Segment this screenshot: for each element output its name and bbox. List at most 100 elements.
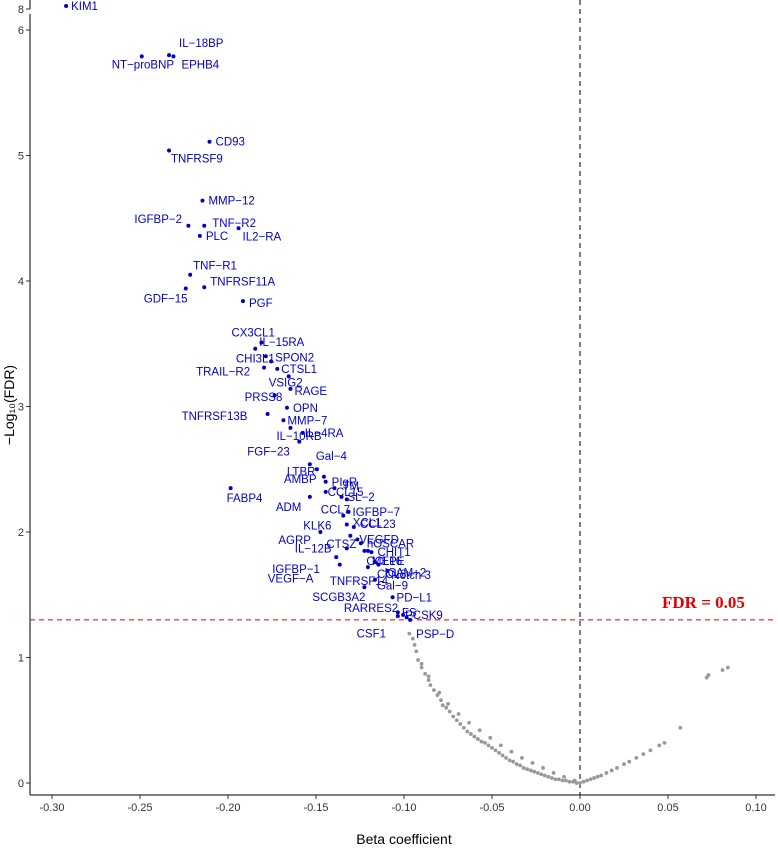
nonsignificant-point (549, 776, 554, 780)
nonsignificant-point (585, 778, 589, 783)
significant-point (202, 223, 207, 228)
nonsignificant-point (483, 740, 487, 745)
y-tick-label: 0 (18, 778, 24, 790)
point-label: RAGE (294, 386, 327, 398)
data-points (64, 4, 730, 785)
point-label: KLK6 (303, 521, 331, 533)
significant-point (332, 486, 337, 491)
significant-point (344, 522, 349, 527)
nonsignificant-point (477, 728, 482, 733)
nonsignificant-point (456, 712, 461, 716)
point-label: VEGF−A (268, 574, 314, 586)
x-axis-title: Beta coefficient (356, 831, 452, 847)
significant-point (284, 405, 289, 410)
point-label: PCSK9 (405, 610, 443, 622)
y-axis-title: −Log₁₀(FDR) (1, 365, 17, 445)
point-label: IGFBP−1 (272, 564, 320, 576)
point-label: CD93 (216, 137, 245, 149)
nonsignificant-point (500, 753, 505, 758)
point-label: ADM (276, 502, 302, 514)
point-label: Gal−9 (377, 581, 408, 593)
nonsignificant-point (657, 743, 662, 748)
x-tick-label: -0.25 (127, 802, 152, 814)
significant-point (186, 223, 191, 228)
nonsignificant-point (725, 665, 730, 670)
point-label: TNFRSF11A (210, 276, 275, 288)
nonsignificant-point (447, 709, 452, 714)
nonsignificant-point (588, 777, 593, 782)
point-label: ICAM−2 (384, 568, 426, 580)
nonsignificant-point (446, 702, 450, 706)
nonsignificant-point (535, 771, 540, 775)
nonsignificant-point (412, 643, 417, 647)
point-label: SCGB3A2 (312, 592, 365, 604)
significant-point (307, 494, 312, 499)
y-tick-label: 6 (18, 25, 24, 37)
nonsignificant-point (509, 749, 514, 754)
nonsignificant-point (444, 705, 449, 710)
significant-point (265, 412, 270, 417)
point-label: PSP−D (416, 629, 454, 641)
point-label: TNFRSF14 (330, 576, 389, 588)
nonsignificant-point (514, 762, 519, 767)
significant-point (202, 285, 207, 290)
point-label: VEGFD (359, 535, 399, 547)
significant-point (408, 617, 413, 622)
point-label: KIM1 (71, 1, 98, 13)
nonsignificant-point (622, 762, 626, 767)
point-label: IL−4RA (305, 428, 344, 440)
significant-point (281, 418, 286, 423)
point-label: AGRP (278, 535, 311, 547)
point-label: CX3CL1 (231, 327, 274, 339)
nonsignificant-point (439, 698, 443, 703)
nonsignificant-point (507, 758, 512, 763)
point-label: MEPE (372, 556, 405, 568)
nonsignificant-point (490, 745, 494, 750)
significant-point (297, 439, 302, 444)
point-label: AMBP (284, 474, 317, 486)
nonsignificant-point (556, 777, 561, 782)
nonsignificant-point (720, 668, 725, 672)
point-label: NT−proBNP (112, 59, 175, 71)
point-label: LTBR (287, 466, 316, 478)
nonsignificant-point (525, 767, 530, 772)
nonsignificant-point (461, 725, 466, 730)
significant-point (346, 509, 351, 514)
nonsignificant-point (528, 768, 533, 773)
point-label: TM (342, 481, 359, 493)
nonsignificant-point (467, 720, 472, 725)
significant-point (300, 430, 305, 435)
nonsignificant-point (530, 761, 535, 765)
nonsignificant-point (423, 671, 428, 676)
significant-point (263, 354, 268, 359)
point-label: Gal−4 (316, 451, 348, 463)
significant-point (365, 548, 370, 553)
significant-point (395, 610, 400, 615)
significant-point (395, 614, 400, 619)
significant-point (323, 489, 328, 494)
x-tick-label: -0.05 (479, 802, 504, 814)
nonsignificant-point (419, 661, 424, 666)
point-label: MMP−7 (287, 415, 327, 427)
nonsignificant-point (627, 759, 632, 764)
significant-point (362, 548, 367, 553)
nonsignificant-point (458, 722, 463, 726)
nonsignificant-point (426, 674, 431, 679)
significant-point (307, 462, 312, 467)
significant-point (200, 198, 205, 203)
point-label: TNF−R2 (212, 218, 256, 230)
point-label: VSIG2 (269, 377, 303, 389)
point-label: hOSCAR (367, 538, 414, 550)
significant-point (390, 595, 395, 600)
significant-point (207, 139, 212, 144)
x-tick-label: -0.20 (215, 802, 240, 814)
point-label: IL−10RB (276, 431, 321, 443)
nonsignificant-point (546, 774, 551, 779)
nonsignificant-point (498, 743, 503, 748)
point-label: SL−2 (348, 492, 375, 504)
significant-point (197, 233, 202, 238)
nonsignificant-point (414, 649, 419, 654)
nonsignificant-point (428, 683, 433, 688)
nonsignificant-point (542, 773, 547, 778)
point-label: PLC (206, 231, 228, 243)
